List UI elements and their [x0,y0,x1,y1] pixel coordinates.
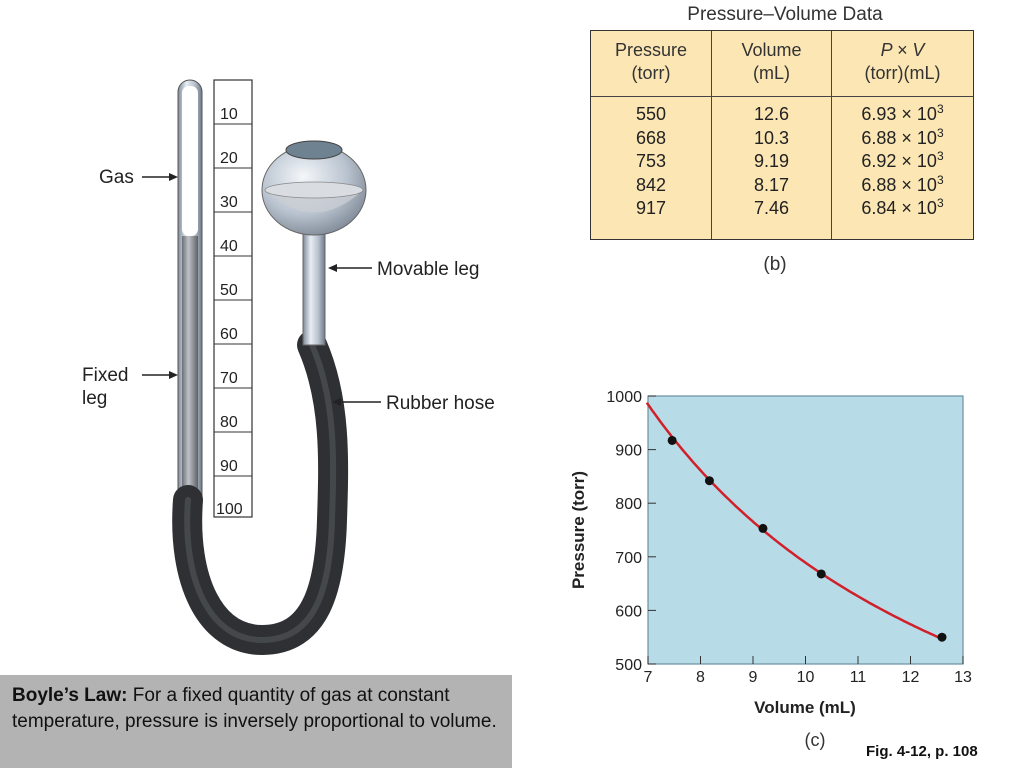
volume-cell: 7.46 [753,198,790,218]
mercury-column-fixed [182,236,198,501]
y-tick-label: 800 [615,496,642,513]
y-tick-label: 500 [615,657,642,674]
scale-mark: 50 [220,282,238,299]
x-tick-label: 11 [850,669,867,686]
boyles-law-box: Boyle’s Law: For a fixed quantity of gas… [0,675,512,768]
fixed-leg-label-line2: leg [82,388,107,409]
law-title: Boyle’s Law: [12,685,128,706]
volume-cell: 10.3 [753,127,790,148]
x-tick-label: 12 [902,669,920,686]
pressure-cell: 550 [635,104,667,124]
pv-base: × 10 [901,104,937,124]
y-tick-label: 700 [615,550,642,567]
volume-header: Volume (mL) [712,39,831,85]
pv-cell: 6.93 × 103 [832,103,973,127]
pv-mantissa: 6.84 [861,198,897,218]
chart-caption: (c) [804,730,826,750]
scale-mark: 90 [220,458,238,475]
y-tick-label: 1000 [606,389,642,406]
scale-mark: 40 [220,238,238,255]
movable-leg-arrow-icon [328,264,337,272]
x-tick-label: 9 [749,669,758,686]
gas-label: Gas [99,167,134,188]
manometer-apparatus: 10 20 30 40 50 60 70 80 90 100 Gas Fixed… [82,79,495,656]
pv-mantissa: 6.88 [861,127,897,148]
pressure-volume-table: Pressure (torr) 550 668 753 842 917 Volu… [590,30,974,240]
header-line: Pressure [614,40,688,60]
y-tick-label: 900 [615,443,642,460]
law-text: For a fixed quantity of gas at constant … [12,685,497,732]
volume-cell: 9.19 [753,151,790,171]
pv-cell: 6.88 × 103 [832,127,973,151]
pv-base: × 10 [901,151,937,171]
y-axis-title: Pressure (torr) [569,471,588,589]
pressure-column: Pressure (torr) 550 668 753 842 917 [591,31,712,239]
pv-exponent: 3 [936,149,944,163]
scale-mark: 60 [220,326,238,343]
scale-mark: 30 [220,194,238,211]
movable-leg-tube [302,224,326,346]
pressure-header: Pressure (torr) [591,39,711,85]
volume-cell: 8.17 [753,174,790,195]
x-tick-label: 7 [644,669,653,686]
y-tick-label: 600 [615,603,642,620]
header-line: (torr)(mL) [864,63,941,83]
pressure-cell: 668 [635,127,667,148]
pv-base: × 10 [901,127,937,148]
data-point [937,632,947,642]
rubber-hose [172,330,349,656]
fixed-leg-arrow-icon [169,371,178,379]
pressure-cell: 842 [635,174,667,195]
x-tick-label: 8 [696,669,705,686]
table-caption: (b) [763,254,787,275]
header-line: (mL) [753,63,790,83]
pv-cell: 6.84 × 103 [832,197,973,221]
pv-exponent: 3 [936,102,944,116]
plot-area [647,395,964,665]
measurement-scale [213,79,253,518]
pv-base: × 10 [901,174,937,195]
movable-leg-label: Movable leg [377,259,479,280]
gas-column [182,86,198,236]
scale-mark: 100 [216,501,243,518]
data-point [667,435,677,445]
x-axis-title: Volume (mL) [754,698,856,717]
pv-header: P × V (torr)(mL) [832,39,973,85]
pv-mantissa: 6.93 [861,104,897,124]
pv-exponent: 3 [936,172,944,187]
gas-arrow-icon [169,173,178,181]
hyperbola-curve [645,401,942,640]
scale-mark: 70 [220,370,238,387]
pv-base: × 10 [901,198,937,218]
header-divider [591,96,973,97]
pressure-volume-chart: 7 8 9 10 11 12 13 500 600 700 800 900 1000 Volume (m… [569,389,972,717]
pv-mantissa: 6.88 [861,174,897,195]
rubber-hose-label: Rubber hose [386,393,495,414]
rubber-hose-arrow-icon [332,398,341,406]
data-point [758,523,768,533]
figure-reference: Fig. 4-12, p. 108 [866,743,978,760]
data-point [704,476,714,486]
scale-mark: 20 [220,150,238,167]
header-line: Volume [741,40,802,60]
x-tick-label: 10 [797,669,815,686]
header-line: P × V [880,40,925,60]
fixed-leg-label: Fixed [82,365,128,386]
pv-column: P × V (torr)(mL) 6.93 × 103 6.88 × 103 6… [832,31,973,239]
table-title: Pressure–Volume Data [687,4,883,25]
header-line: (torr) [631,63,671,83]
pv-mantissa: 6.92 [861,151,897,171]
volume-column: Volume (mL) 12.6 10.3 9.19 8.17 7.46 [712,31,832,239]
data-point [816,569,826,579]
scale-mark: 10 [220,106,238,123]
x-tick-label: 13 [954,669,972,686]
pressure-cell: 917 [635,198,667,218]
pv-exponent: 3 [936,125,944,140]
pv-cell: 6.92 × 103 [832,150,973,174]
pv-cell: 6.88 × 103 [832,174,973,198]
pressure-cell: 753 [635,151,667,171]
volume-cell: 12.6 [753,104,790,124]
scale-mark: 80 [220,414,238,431]
pv-exponent: 3 [936,196,944,210]
